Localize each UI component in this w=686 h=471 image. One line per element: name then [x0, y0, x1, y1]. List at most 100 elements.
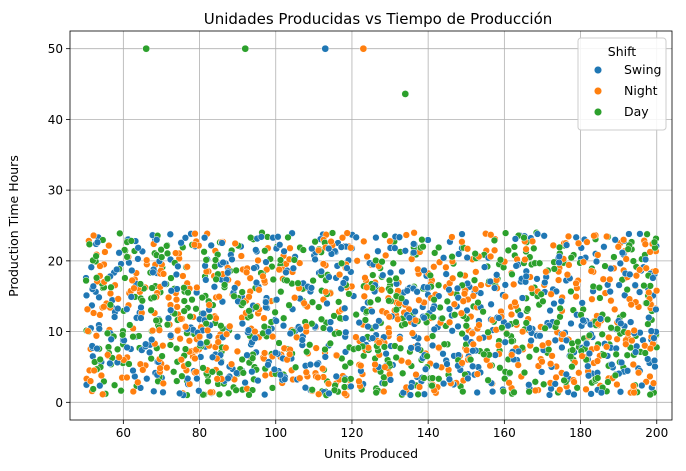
point-night	[547, 290, 555, 298]
point-swing	[518, 294, 527, 302]
point-swing	[469, 362, 477, 370]
point-night	[528, 237, 537, 245]
point-day	[474, 298, 482, 307]
point-day	[152, 316, 160, 325]
point-day	[484, 376, 492, 384]
point-day	[574, 338, 582, 346]
point-night	[460, 290, 469, 298]
point-night	[641, 240, 649, 248]
point-night	[442, 263, 450, 271]
point-night	[179, 272, 187, 280]
point-swing	[153, 236, 161, 244]
point-swing	[469, 347, 477, 355]
point-night	[183, 263, 191, 271]
point-swing	[428, 341, 437, 350]
point-night	[611, 305, 619, 314]
point-swing	[541, 278, 549, 287]
point-night	[96, 311, 104, 319]
point-day	[328, 229, 337, 237]
point-swing	[487, 300, 495, 308]
point-night	[347, 244, 355, 252]
point-swing	[343, 264, 351, 272]
point-day	[347, 375, 355, 383]
point-swing	[270, 365, 279, 374]
point-day	[121, 274, 129, 282]
point-day	[428, 332, 437, 340]
point-night	[314, 246, 323, 255]
point-day	[217, 322, 225, 330]
point-night	[473, 370, 482, 378]
point-night	[627, 300, 635, 309]
point-day	[138, 297, 146, 305]
point-day	[317, 315, 326, 323]
point-night	[408, 329, 417, 337]
point-day	[531, 378, 539, 386]
point-night	[269, 332, 277, 341]
point-day	[462, 322, 470, 330]
point-swing	[364, 322, 372, 331]
point-swing	[218, 298, 227, 306]
point-swing	[616, 388, 625, 396]
point-swing	[137, 314, 145, 322]
point-day	[594, 374, 602, 382]
point-night	[275, 265, 283, 274]
point-day	[438, 314, 446, 323]
point-day	[291, 363, 300, 371]
point-swing	[325, 389, 333, 398]
legend-box	[577, 37, 667, 131]
point-day	[173, 377, 181, 385]
point-day	[611, 371, 620, 380]
point-night	[338, 234, 347, 242]
point-night	[172, 295, 181, 304]
point-day	[352, 310, 360, 319]
point-swing	[584, 362, 592, 370]
point-day	[285, 301, 293, 309]
point-night	[457, 309, 466, 317]
point-swing	[231, 284, 239, 292]
point-night	[315, 390, 323, 398]
point-swing	[372, 322, 380, 331]
point-day	[537, 290, 545, 298]
point-night	[237, 252, 245, 260]
point-night	[445, 318, 454, 326]
point-night	[629, 382, 638, 390]
y-tick-label: 40	[48, 113, 63, 127]
point-day	[321, 345, 329, 354]
point-day	[306, 341, 314, 349]
point-night	[254, 256, 262, 265]
point-swing	[525, 381, 533, 389]
point-swing	[289, 264, 298, 272]
point-swing	[161, 280, 169, 288]
point-night	[402, 231, 410, 239]
point-swing	[89, 282, 97, 290]
point-day	[157, 246, 165, 254]
point-day	[220, 281, 229, 289]
point-swing	[516, 311, 525, 319]
point-swing	[282, 268, 290, 277]
point-night	[507, 310, 516, 319]
point-night	[100, 303, 108, 311]
point-night	[203, 326, 212, 335]
legend-marker-night	[593, 86, 603, 96]
point-night	[501, 292, 509, 301]
point-day	[178, 372, 186, 380]
point-day	[188, 296, 196, 304]
point-swing	[584, 372, 593, 380]
point-swing	[252, 278, 261, 287]
point-day	[567, 254, 575, 262]
point-night	[505, 379, 513, 387]
point-swing	[325, 273, 333, 281]
point-day	[423, 352, 431, 360]
y-tick-label: 30	[48, 184, 63, 198]
point-swing	[251, 334, 259, 342]
point-swing	[134, 244, 142, 252]
point-night	[565, 261, 573, 269]
point-day	[230, 292, 238, 300]
point-swing	[145, 348, 154, 357]
point-swing	[359, 335, 367, 343]
point-swing	[96, 382, 104, 390]
legend-marker-day	[593, 107, 603, 117]
point-night	[191, 230, 199, 238]
point-swing	[608, 360, 616, 369]
point-day	[163, 249, 172, 258]
